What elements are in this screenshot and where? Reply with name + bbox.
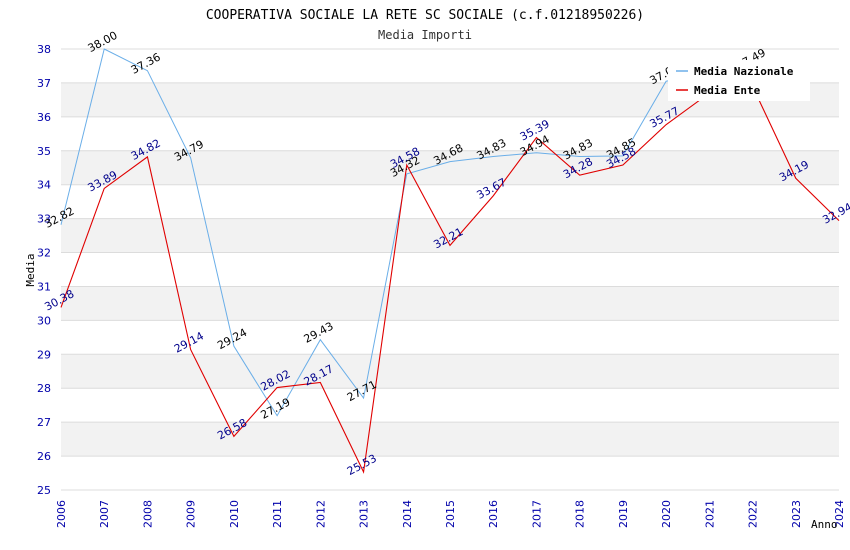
x-tick-label: 2016 — [487, 500, 500, 528]
grid-band — [61, 354, 839, 389]
y-tick-label: 29 — [37, 348, 51, 361]
legend-label-ente: Media Ente — [694, 84, 761, 97]
y-tick-label: 31 — [37, 280, 51, 293]
x-tick-label: 2020 — [660, 500, 673, 528]
x-tick-label: 2015 — [444, 500, 457, 528]
y-tick-label: 25 — [37, 484, 51, 497]
legend: Media Nazionale Media Ente — [668, 60, 810, 101]
y-axis-label: Media — [24, 253, 37, 286]
y-tick-label: 33 — [37, 213, 51, 226]
x-tick-label: 2012 — [314, 500, 327, 528]
y-tick-label: 32 — [37, 247, 51, 260]
y-tick-label: 37 — [37, 77, 51, 90]
x-tick-label: 2018 — [574, 500, 587, 528]
y-tick-label: 38 — [37, 43, 51, 56]
grid-band — [61, 286, 839, 321]
x-tick-label: 2013 — [358, 500, 371, 528]
x-axis-ticks: 2006 2007 2008 2009 2010 2011 2012 2013 2014 2015… — [55, 500, 846, 528]
grid-band — [61, 116, 839, 151]
y-tick-label: 26 — [37, 450, 51, 463]
chart-title: COOPERATIVA SOCIALE LA RETE SC SOCIALE (… — [206, 8, 644, 23]
series-line-nazionale — [60, 48, 753, 417]
y-tick-label: 30 — [37, 314, 51, 327]
y-tick-label: 27 — [37, 416, 51, 429]
y-tick-label: 35 — [37, 145, 51, 158]
x-tick-label: 2014 — [401, 500, 414, 528]
x-axis-label: Anno — [811, 518, 838, 531]
y-tick-label: 28 — [37, 382, 51, 395]
grid-band — [61, 252, 839, 287]
grid-bands — [61, 48, 839, 491]
legend-box — [668, 60, 810, 101]
x-tick-label: 2008 — [141, 500, 154, 528]
chart-subtitle: Media Importi — [378, 28, 472, 42]
grid-band — [61, 422, 839, 457]
y-axis-ticks: 25 26 27 28 29 30 31 32 33 34 35 36 37 38 — [37, 43, 51, 497]
y-tick-label: 34 — [37, 179, 51, 192]
x-tick-label: 2017 — [530, 500, 543, 528]
grid-band — [61, 218, 839, 253]
x-tick-label: 2009 — [185, 500, 198, 528]
grid-band — [61, 388, 839, 423]
x-tick-label: 2022 — [747, 500, 760, 528]
x-tick-label: 2024 — [833, 500, 846, 528]
x-tick-label: 2019 — [617, 500, 630, 528]
grid-band — [61, 150, 839, 185]
x-tick-label: 2006 — [55, 500, 68, 528]
x-tick-label: 2011 — [271, 500, 284, 528]
x-tick-label: 2010 — [228, 500, 241, 528]
legend-label-nazionale: Media Nazionale — [694, 65, 794, 78]
x-tick-label: 2007 — [98, 500, 111, 528]
x-tick-label: 2023 — [790, 500, 803, 528]
y-tick-label: 36 — [37, 111, 51, 124]
x-tick-label: 2021 — [703, 500, 716, 528]
grid-band — [61, 184, 839, 219]
grid-band — [61, 456, 839, 490]
